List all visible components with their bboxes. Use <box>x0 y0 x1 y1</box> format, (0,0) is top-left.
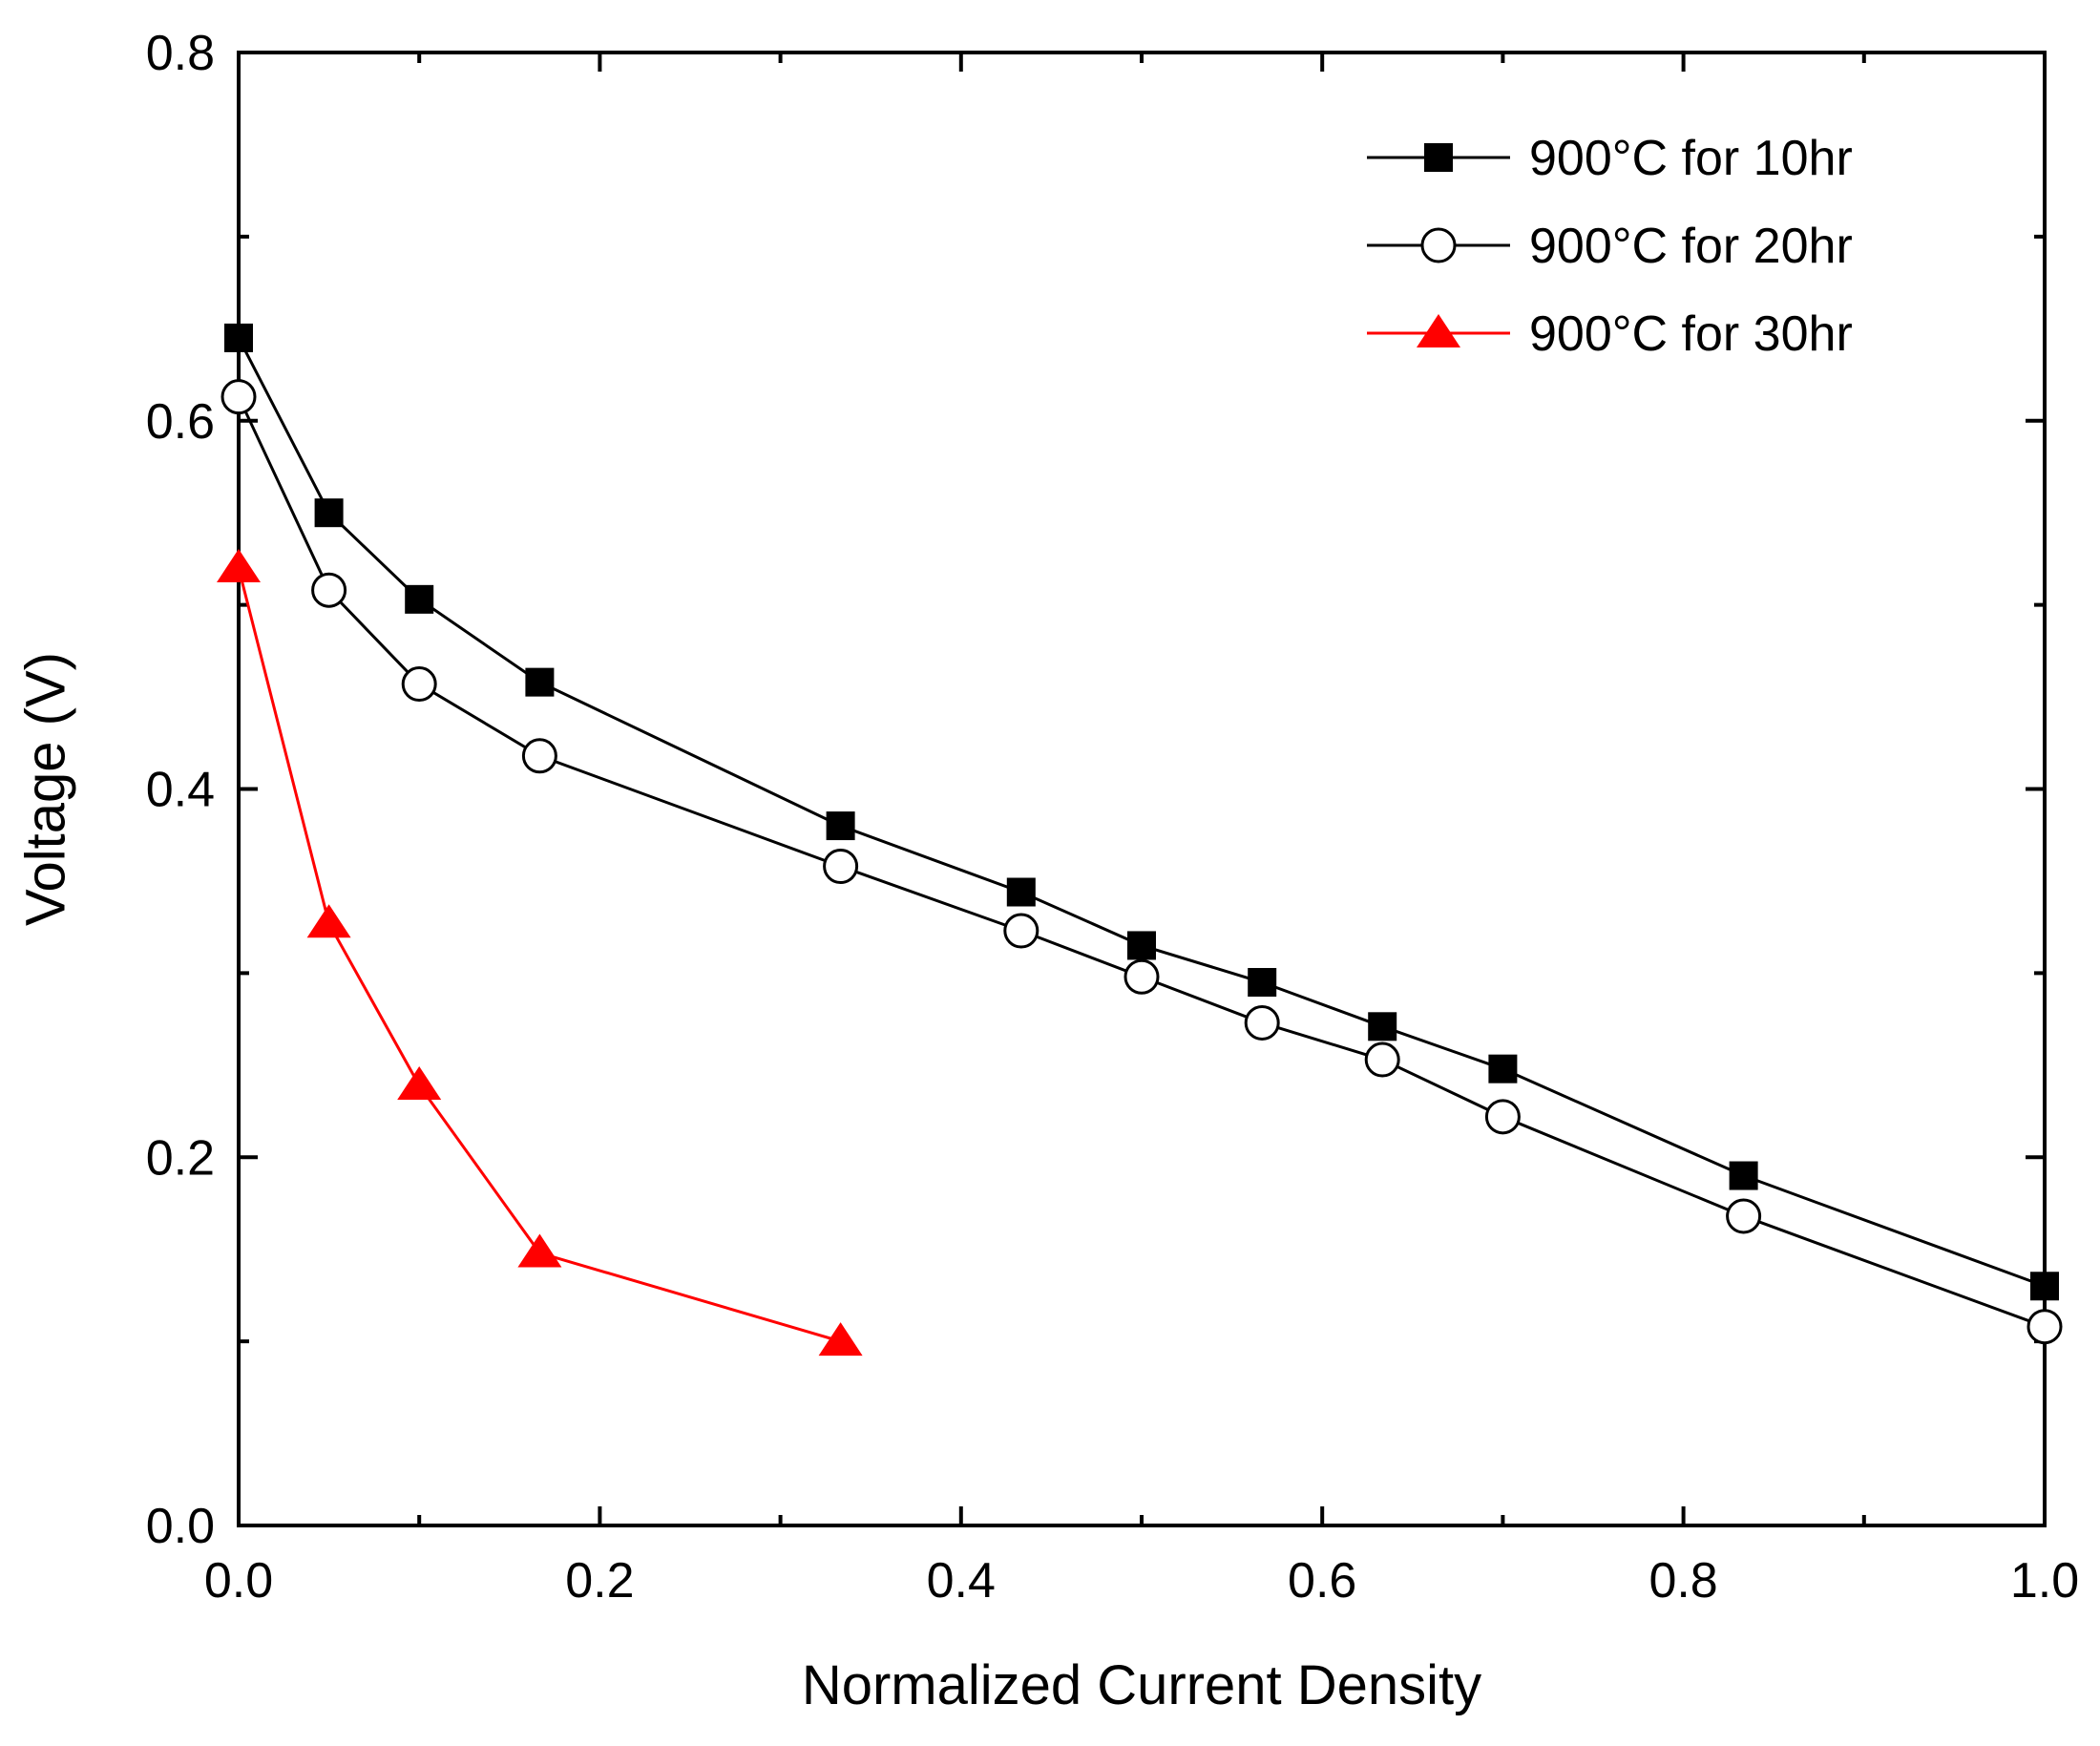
x-axis-label: Normalized Current Density <box>802 1654 1481 1716</box>
data-point <box>1364 1041 1400 1078</box>
y-axis: 0.0 0.2 0.4 0.6 0.8 <box>146 26 2045 1554</box>
data-point <box>1729 1161 1758 1190</box>
data-point <box>1003 913 1040 949</box>
data-point <box>826 811 855 841</box>
data-point <box>1124 958 1160 995</box>
data-point <box>521 738 557 774</box>
legend-label: 900°C for 30hr <box>1529 306 1853 362</box>
legend-item: 900°C for 20hr <box>1367 219 1853 274</box>
y-tick-label: 0.2 <box>146 1130 215 1186</box>
legend-label: 900°C for 20hr <box>1529 219 1853 274</box>
data-point <box>1244 1004 1280 1041</box>
y-tick-label: 0.6 <box>146 394 215 450</box>
y-tick-label: 0.0 <box>146 1499 215 1554</box>
data-point <box>401 666 437 703</box>
data-point <box>224 323 253 352</box>
data-point <box>405 584 434 614</box>
data-point <box>1484 1099 1521 1135</box>
data-point <box>1368 1012 1397 1041</box>
data-point <box>818 1322 863 1357</box>
legend-marker <box>1420 227 1457 263</box>
x-tick-label: 1.0 <box>2010 1553 2079 1609</box>
x-tick-label: 0.0 <box>204 1553 273 1609</box>
legend-marker <box>1417 314 1460 347</box>
data-point <box>217 549 261 583</box>
data-point <box>2030 1272 2059 1301</box>
legend-marker <box>1424 143 1453 172</box>
x-tick-label: 0.6 <box>1288 1553 1356 1609</box>
data-point <box>220 379 257 415</box>
x-axis: 0.0 0.2 0.4 0.6 0.8 1.0 <box>204 53 2079 1609</box>
x-tick-label: 0.2 <box>565 1553 634 1609</box>
series-line <box>237 396 2046 1329</box>
data-point <box>517 1233 562 1268</box>
legend: 900°C for 10hr 900°C for 20hr 900°C for 30… <box>1367 131 1853 362</box>
y-tick-label: 0.4 <box>146 763 215 818</box>
data-point <box>1726 1198 1762 1234</box>
series-1 <box>224 323 2059 1301</box>
data-point <box>311 572 347 608</box>
series-3 <box>217 549 863 1357</box>
data-point <box>1127 931 1156 960</box>
data-point <box>1006 877 1036 907</box>
series-layer <box>217 323 2063 1357</box>
x-tick-label: 0.4 <box>927 1553 996 1609</box>
y-tick-label: 0.8 <box>146 26 215 81</box>
data-point <box>1248 968 1277 998</box>
x-tick-label: 0.8 <box>1648 1553 1717 1609</box>
data-point <box>306 904 351 938</box>
y-axis-label: Voltage (V) <box>15 652 77 926</box>
legend-item: 900°C for 10hr <box>1367 131 1853 186</box>
data-point <box>823 849 859 885</box>
data-point <box>525 667 555 697</box>
series-2 <box>220 379 2063 1345</box>
data-point <box>397 1066 442 1101</box>
series-line <box>237 337 2046 1288</box>
legend-label: 900°C for 10hr <box>1529 131 1853 186</box>
legend-item: 900°C for 30hr <box>1367 306 1853 362</box>
data-point <box>2026 1309 2063 1345</box>
data-point <box>1488 1054 1518 1083</box>
data-point <box>314 498 344 528</box>
